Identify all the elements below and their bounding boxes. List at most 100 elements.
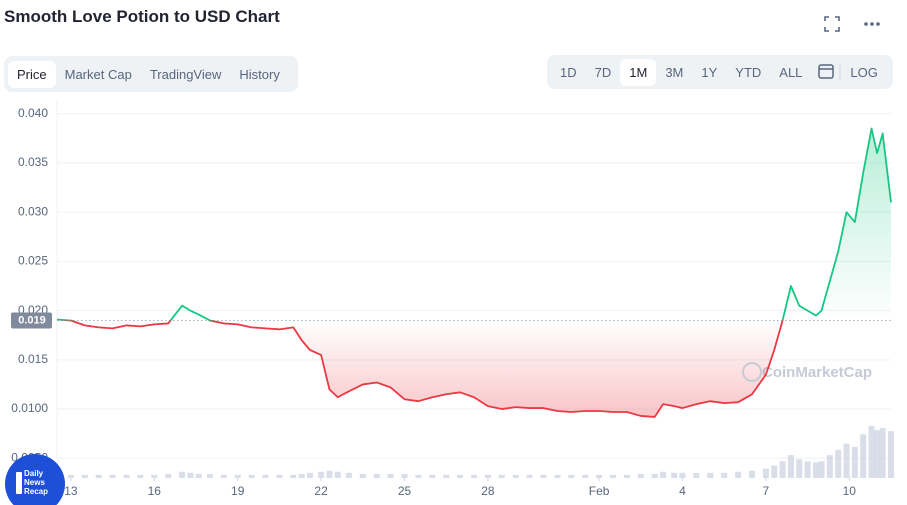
x-tick-label: 16 [148,484,162,498]
volume-bar [262,474,269,478]
toolbar-icons[interactable] [820,12,900,36]
x-tick-label: Feb [589,484,610,498]
volume-bar [637,473,644,478]
range-button[interactable]: 1M [620,58,657,86]
volume-bar [623,474,630,478]
tab[interactable]: Price [8,60,56,88]
badge-icon [16,472,22,494]
volume-bar [195,473,202,478]
volume-bar [318,471,325,478]
volume-bar [582,474,589,478]
volume-bar [276,474,283,478]
volume-bar [707,472,714,478]
volume-bar [804,461,811,478]
volume-bar [874,430,881,478]
y-tick-label: 0.035 [18,155,48,169]
volume-bar [610,474,616,478]
volume-bar [123,474,130,478]
volume-bar [401,473,408,478]
tab[interactable]: Market Cap [64,66,132,82]
volume-bar [298,473,305,478]
volume-bar [95,474,102,478]
volume-bar [306,472,313,478]
y-tick-label: 0.0100 [11,401,48,415]
volume-bar [860,434,867,478]
volume-bar [443,474,450,478]
volume-bar [109,474,116,478]
volume-bar [429,474,436,478]
volume-bar [651,473,658,478]
volume-bar [868,426,875,478]
volume-bar [457,474,464,478]
range-button[interactable]: ALL [779,64,803,80]
calendar-icon[interactable] [811,62,841,82]
volume-bar [818,461,825,478]
volume-bar [526,474,533,478]
watermark-logo [742,362,762,382]
volume-bar [888,431,894,478]
volume-bar [248,474,255,478]
volume-bar [137,474,144,478]
volume-bar [835,449,842,478]
x-tick-label: 7 [763,484,770,498]
volume-bar [554,474,561,478]
log-toggle[interactable]: LOG [850,64,878,80]
badge-text: Recap [24,487,48,496]
x-tick-label: 22 [314,484,328,498]
volume-bar [721,472,728,478]
chart-title: Smooth Love Potion to USD Chart [4,7,280,26]
range-button[interactable]: 3M [665,64,684,80]
volume-bar [67,474,74,478]
volume-bar [179,471,186,478]
tab[interactable]: History [239,66,280,82]
volume-bar [373,473,380,478]
volume-bar [415,474,422,478]
volume-bar [762,468,769,478]
volume-bar [693,472,700,478]
volume-bar [660,471,667,478]
x-tick-label: 10 [843,484,857,498]
volume-bar [735,471,742,478]
volume-bar [540,474,547,478]
volume-bar [568,474,575,478]
range-button[interactable]: YTD [735,64,762,80]
volume-bar [326,470,333,478]
volume-bar [787,455,794,478]
price-area [57,128,891,417]
volume-bar [359,473,366,478]
volume-bar [165,473,172,478]
volume-bar [851,446,858,478]
volume-bar [779,461,786,478]
volume-bar [220,474,227,478]
volume-bar [812,462,819,478]
volume-bar [290,474,297,478]
volume-bar [206,473,213,478]
volume-bar [879,428,886,478]
volume-bar [187,472,194,478]
x-tick-label: 19 [231,484,245,498]
volume-bar [596,474,603,478]
volume-bar [334,471,341,478]
volume-bar [387,473,394,478]
range-button[interactable]: 1D [560,64,577,80]
volume-bar [151,474,158,478]
x-tick-label: 13 [64,484,78,498]
y-tick-label: 0.040 [18,106,48,120]
baseline-label: 0.019 [18,314,46,326]
baseline-label-bg [11,312,52,329]
price-line [56,127,892,418]
range-bar: 1D 7D 1M 3M 1Y YTD ALL LOG [547,55,893,89]
y-tick-label: 0.030 [18,204,48,218]
range-button[interactable]: 1Y [701,64,718,80]
volume-bar [498,474,505,478]
volume-bar [771,465,778,478]
y-tick-label: 0.015 [18,352,48,366]
watermark: CoinMarketCap [762,364,872,381]
tab[interactable]: TradingView [149,66,222,82]
volume-bar [671,472,678,478]
range-button[interactable]: 7D [594,64,612,80]
volume-bar [512,474,519,478]
